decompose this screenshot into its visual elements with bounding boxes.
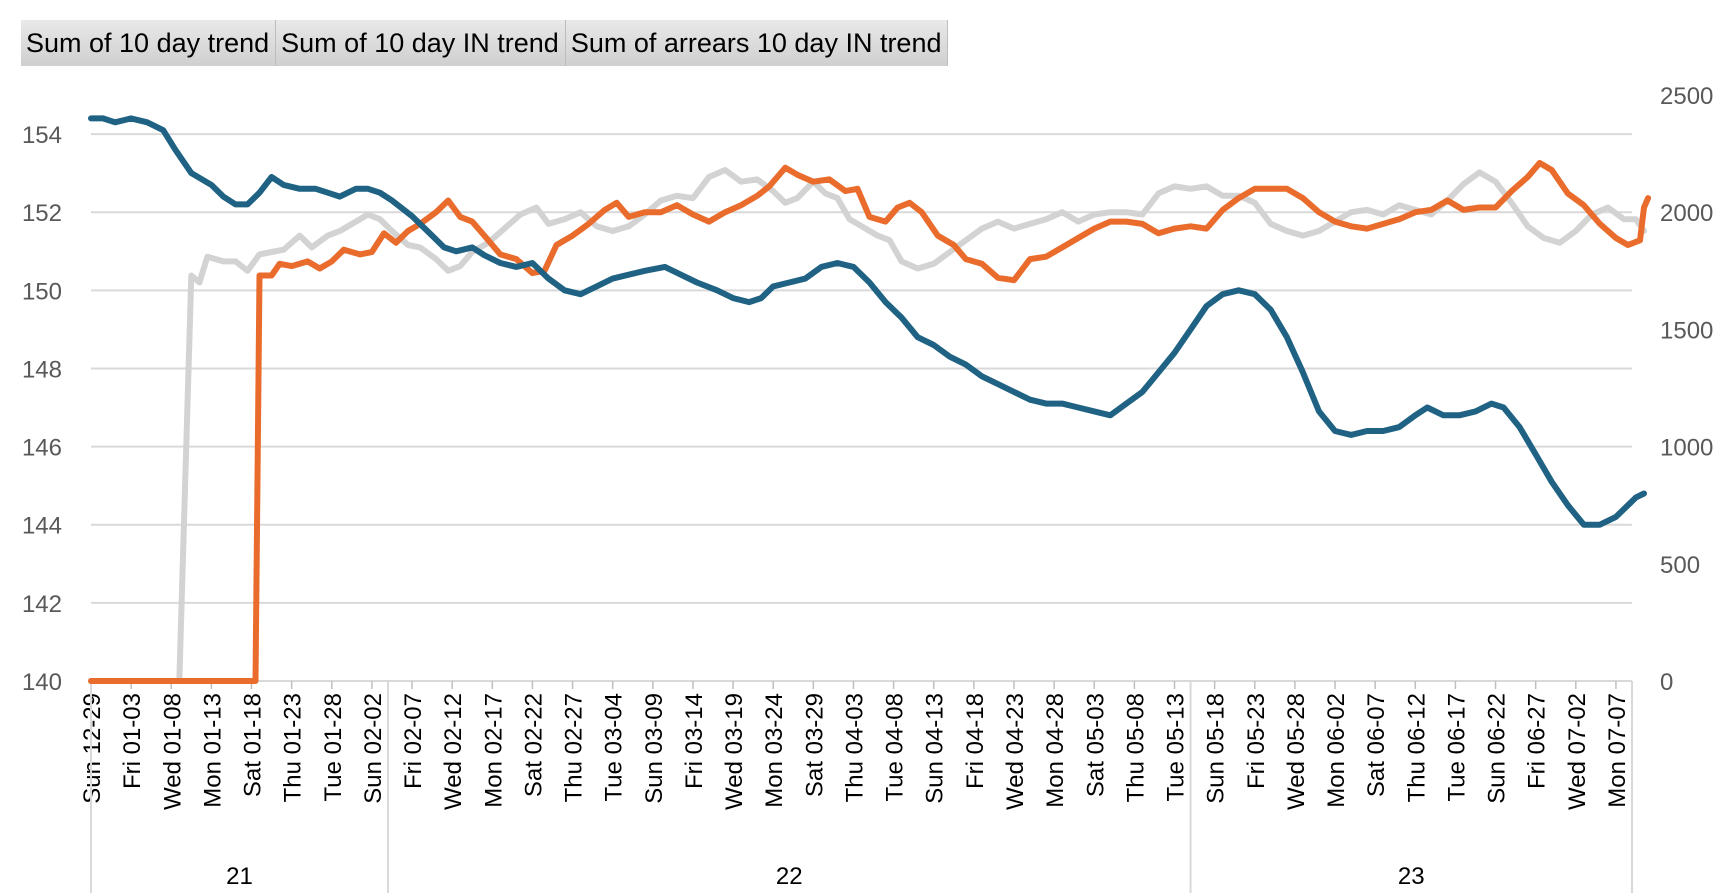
- x-tick-label: Sun 04-13: [922, 693, 949, 804]
- x-tick-label: Thu 06-12: [1403, 693, 1430, 802]
- x-group-label: 23: [1398, 863, 1425, 890]
- x-tick-label: Wed 04-23: [1002, 693, 1029, 810]
- x-tick-label: Fri 06-27: [1524, 693, 1551, 789]
- x-tick-label: Sat 01-18: [240, 693, 267, 797]
- x-tick-label: Tue 05-13: [1163, 693, 1190, 802]
- x-tick-label: Mon 04-28: [1042, 693, 1069, 808]
- x-tick-label: Sun 05-18: [1203, 693, 1230, 804]
- series-line-sum-of-10-day-trend: [88, 115, 1647, 528]
- x-tick-label: Sun 12-29: [79, 693, 106, 804]
- right-y-axis: 0 500 1000 1500 2000 2500: [1660, 83, 1713, 696]
- x-axis: Sun 12-29 Fri 01-03 Wed 01-08 Mon 01-13 Sat …: [79, 680, 1633, 893]
- x-tick-label: Sun 03-09: [641, 693, 668, 804]
- right-y-tick-label: 1500: [1660, 317, 1713, 344]
- x-tick-label: Sat 03-29: [801, 693, 828, 797]
- legend: Sum of 10 day trend Sum of 10 day IN tre…: [21, 20, 949, 66]
- x-tick-label: Tue 01-28: [320, 693, 347, 802]
- x-tick-label: Sun 06-22: [1484, 693, 1511, 804]
- x-tick-label: Fri 01-03: [119, 693, 146, 789]
- legend-item-10-day-in-trend[interactable]: Sum of 10 day IN trend: [276, 20, 566, 66]
- right-y-tick-label: 0: [1660, 669, 1673, 696]
- right-y-tick-label: 500: [1660, 552, 1700, 579]
- x-tick-label: Thu 04-03: [841, 693, 868, 802]
- x-tick-label: Tue 03-04: [601, 693, 628, 802]
- x-tick-label: Tue 04-08: [882, 693, 909, 802]
- right-y-tick-label: 2500: [1660, 83, 1713, 110]
- x-tick-label: Fri 04-18: [962, 693, 989, 789]
- x-tick-label: Mon 03-24: [761, 693, 788, 808]
- x-tick-label: Sun 02-02: [360, 693, 387, 804]
- x-tick-label: Thu 02-27: [561, 693, 588, 802]
- left-y-tick-label: 148: [22, 356, 62, 383]
- x-tick-label: Thu 01-23: [280, 693, 307, 802]
- x-tick-label: Fri 03-14: [681, 693, 708, 789]
- left-y-tick-label: 152: [22, 200, 62, 227]
- x-tick-label: Wed 03-19: [721, 693, 748, 810]
- left-y-tick-label: 150: [22, 278, 62, 305]
- right-y-tick-label: 2000: [1660, 200, 1713, 227]
- x-tick-label: Sat 02-22: [520, 693, 547, 797]
- x-tick-label: Mon 06-02: [1323, 693, 1350, 808]
- x-tick-label: Fri 05-23: [1243, 693, 1270, 789]
- series-group: [88, 115, 1652, 684]
- x-tick-label: Fri 02-07: [400, 693, 427, 789]
- x-group-label: 22: [776, 863, 803, 890]
- x-tick-label: Thu 05-08: [1122, 693, 1149, 802]
- x-group-label: 21: [226, 863, 253, 890]
- series-line-sum-of-arrears-10-day-in-trend: [88, 160, 1652, 684]
- gridlines: [91, 133, 1632, 682]
- x-tick-label: Tue 06-17: [1443, 693, 1470, 802]
- x-tick-label: Mon 07-07: [1604, 693, 1631, 808]
- legend-item-10-day-trend[interactable]: Sum of 10 day trend: [21, 20, 277, 66]
- x-tick-label: Wed 07-02: [1564, 693, 1591, 810]
- x-tick-label: Wed 01-08: [159, 693, 186, 810]
- x-tick-label: Mon 02-17: [480, 693, 507, 808]
- x-tick-label: Mon 01-13: [199, 693, 226, 808]
- x-tick-label: Wed 02-12: [440, 693, 467, 810]
- x-tick-label: Sat 06-07: [1363, 693, 1390, 797]
- left-y-tick-label: 140: [22, 669, 62, 696]
- x-tick-label: Sat 05-03: [1082, 693, 1109, 797]
- legend-item-arrears-10-day-in-trend[interactable]: Sum of arrears 10 day IN trend: [565, 20, 949, 66]
- left-y-axis: 140 142 144 146 148 150 152 154: [22, 122, 62, 696]
- left-y-tick-label: 146: [22, 435, 62, 462]
- x-tick-label: Wed 05-28: [1283, 693, 1310, 810]
- left-y-tick-label: 142: [22, 591, 62, 618]
- left-y-tick-label: 144: [22, 513, 62, 540]
- right-y-tick-label: 1000: [1660, 435, 1713, 462]
- series-line-sum-of-10-day-in-trend: [88, 167, 1647, 684]
- left-y-tick-label: 154: [22, 122, 62, 149]
